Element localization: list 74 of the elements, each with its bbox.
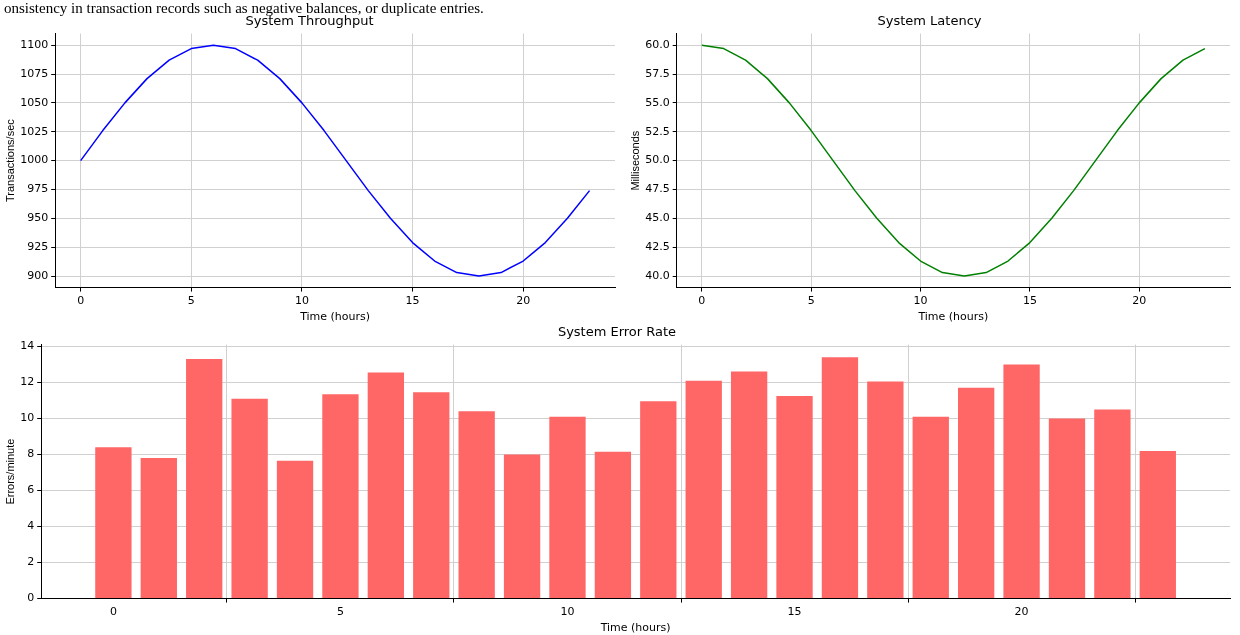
- bar: [730, 371, 768, 599]
- bar: [140, 458, 177, 599]
- y-tick-label: 925: [27, 240, 49, 254]
- y-tick-label: 57.5: [645, 66, 670, 80]
- bar: [322, 394, 359, 599]
- x-tick-label: 10: [913, 294, 928, 308]
- x-tick-label: 10: [294, 294, 309, 308]
- y-tick-label: 45.0: [645, 211, 670, 225]
- bar: [685, 380, 722, 599]
- bar: [549, 416, 586, 599]
- y-tick-label: 14: [20, 339, 35, 353]
- y-tick-label: 52.5: [645, 124, 670, 138]
- y-tick-label: 1000: [20, 153, 49, 167]
- x-tick-label: 15: [1022, 294, 1037, 308]
- x-tick-label: 10: [560, 605, 575, 619]
- x-axis-title: Time (hours): [299, 310, 371, 324]
- y-tick-label: 1025: [20, 124, 49, 138]
- x-tick-label: 0: [77, 294, 85, 308]
- x-tick-label: 0: [109, 605, 117, 619]
- bar: [367, 372, 405, 599]
- chart-title: System Error Rate: [557, 324, 677, 340]
- y-axis-title: Milliseconds: [628, 130, 641, 191]
- bar: [503, 454, 541, 599]
- bar: [276, 460, 314, 599]
- x-tick-label: 15: [787, 605, 802, 619]
- y-tick-label: 50.0: [645, 153, 670, 167]
- y-tick-label: 950: [27, 211, 49, 225]
- y-tick-label: 40.0: [645, 268, 670, 282]
- x-tick-label: 20: [516, 294, 531, 308]
- y-tick-label: 8: [27, 447, 35, 461]
- y-tick-label: 12: [20, 375, 35, 389]
- x-axis-title: Time (hours): [599, 621, 671, 635]
- x-tick-label: 20: [1014, 605, 1029, 619]
- y-tick-label: 0: [27, 591, 35, 605]
- y-tick-label: 975: [27, 182, 49, 196]
- y-tick-label: 47.5: [645, 182, 670, 196]
- bar: [1139, 450, 1176, 599]
- y-tick-label: 2: [27, 555, 35, 569]
- bar: [594, 451, 632, 599]
- bar: [1003, 364, 1040, 599]
- bar: [1048, 418, 1086, 599]
- bar: [95, 447, 132, 599]
- bar: [640, 401, 677, 599]
- bar: [958, 387, 995, 599]
- bar: [413, 392, 450, 599]
- bar: [458, 411, 495, 599]
- x-tick-label: 5: [336, 605, 344, 619]
- bar: [1094, 409, 1131, 599]
- x-tick-label: 5: [187, 294, 195, 308]
- x-axis-title: Time (hours): [917, 310, 989, 324]
- y-tick-label: 6: [27, 483, 35, 497]
- x-tick-label: 15: [405, 294, 420, 308]
- x-tick-label: 0: [698, 294, 706, 308]
- y-tick-label: 1075: [20, 66, 49, 80]
- x-tick-label: 20: [1132, 294, 1147, 308]
- bar: [231, 398, 268, 599]
- bar: [867, 381, 904, 599]
- y-tick-label: 1050: [20, 95, 49, 109]
- y-axis-title: Errors/minute: [3, 438, 16, 505]
- y-tick-label: 1100: [20, 38, 49, 51]
- bar: [186, 359, 223, 599]
- bar: [821, 357, 859, 599]
- y-tick-label: 60.0: [645, 38, 670, 51]
- y-tick-label: 55.0: [645, 95, 670, 109]
- y-tick-label: 10: [20, 411, 35, 425]
- bar: [776, 395, 813, 599]
- bar: [912, 416, 949, 599]
- x-tick-label: 5: [807, 294, 815, 308]
- y-tick-label: 42.5: [645, 240, 670, 254]
- chart-title: System Latency: [877, 13, 982, 29]
- y-tick-label: 4: [27, 519, 35, 533]
- y-axis-title: Transactions/sec: [3, 118, 16, 202]
- text: onsistency in transaction records such as negative balances, or duplicate entries.: [4, 0, 484, 16]
- y-tick-label: 900: [27, 268, 49, 282]
